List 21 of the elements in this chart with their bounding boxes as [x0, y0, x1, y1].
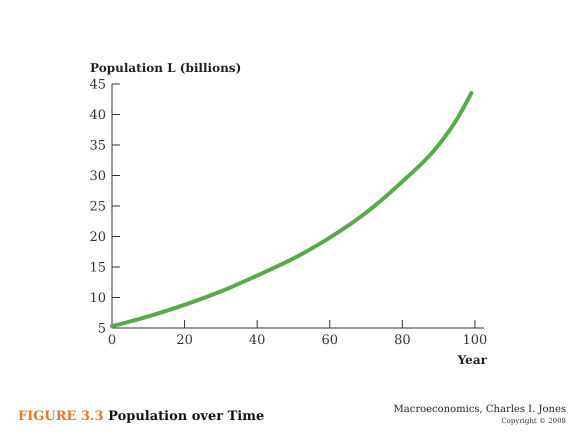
y-tick-label: 20: [89, 230, 106, 246]
y-tick-label: 35: [89, 138, 106, 154]
y-tick-label: 30: [89, 169, 106, 184]
x-tick-label: 80: [394, 333, 411, 348]
x-tick-label: 20: [176, 333, 193, 348]
text: Population over Time: [108, 409, 264, 424]
y-tick-label: 25: [89, 200, 106, 215]
y-tick-label: 10: [89, 291, 106, 306]
y-tick-label: 15: [89, 260, 106, 276]
caption: FIGURE 3.3: [18, 409, 108, 424]
text: Macroeconomics, Charles I. Jones: [394, 404, 566, 415]
x-axis-title: Year: [456, 353, 488, 367]
x-tick-label: 100: [462, 333, 488, 348]
line-series: [110, 91, 474, 328]
x-tick-label: 40: [248, 333, 266, 348]
y-axis-title: Population L (billions): [90, 61, 242, 75]
y-tick-label: 40: [89, 108, 106, 124]
x-tick-label: 60: [321, 333, 338, 348]
y-tick-label: 5: [98, 322, 106, 337]
y-tick-label: 45: [89, 78, 106, 93]
x-tick-label: 0: [108, 333, 116, 348]
